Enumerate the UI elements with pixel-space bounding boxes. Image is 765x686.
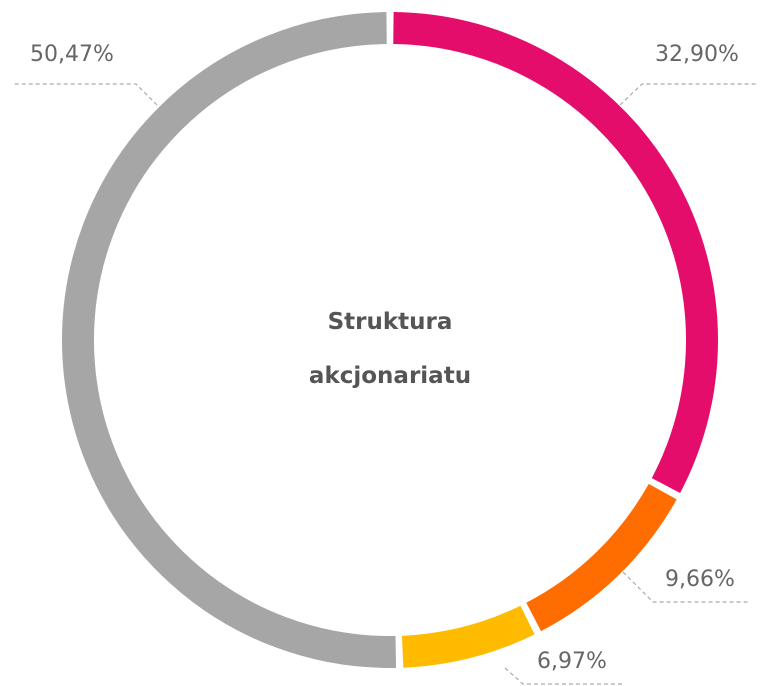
donut-segment [526,483,677,632]
leader-line [504,667,622,685]
donut-segment [401,605,535,668]
donut-segment [61,12,397,668]
leader-line [14,83,158,106]
data-label: 6,97% [537,649,607,674]
data-label: 50,47% [30,42,114,67]
data-label: 9,66% [665,567,735,592]
donut-segment [393,12,718,494]
chart-title: Struktura akcjonariatu [308,309,472,389]
data-label: 32,90% [655,42,739,67]
leader-line [622,571,750,603]
leader-line [619,83,757,106]
